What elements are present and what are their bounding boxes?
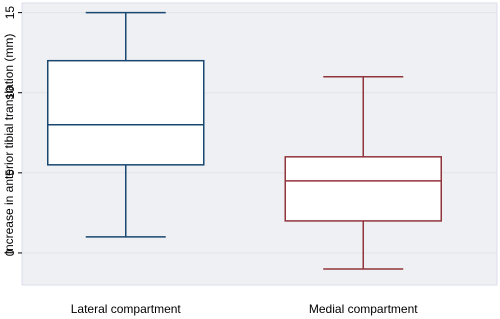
y-tick-label: 15 (3, 6, 17, 20)
y-tick-label: 0 (3, 249, 17, 256)
box (284, 156, 442, 222)
box (47, 59, 205, 166)
x-tick-label: Lateral compartment (71, 302, 182, 316)
y-axis-label: Increase in anterior tibial translation … (2, 34, 16, 255)
x-tick-label: Medial compartment (309, 302, 418, 316)
y-tick-label: 5 (3, 169, 17, 176)
y-tick-label: 10 (3, 86, 17, 100)
